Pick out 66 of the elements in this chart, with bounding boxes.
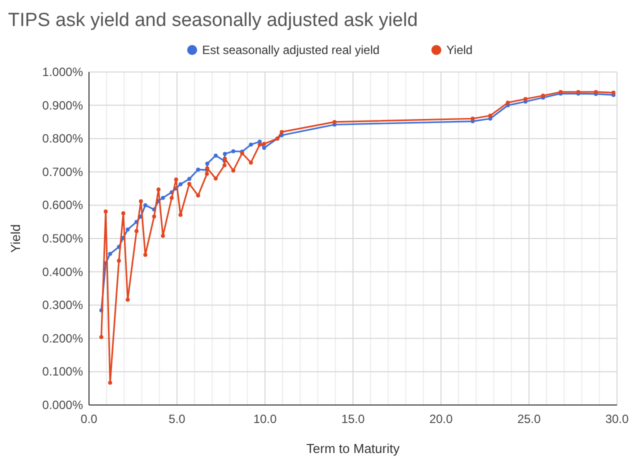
point <box>488 114 492 118</box>
point <box>204 172 209 176</box>
point <box>126 228 130 232</box>
x-tick-label: 30.0 <box>605 412 629 426</box>
point <box>248 160 253 165</box>
point <box>222 152 227 156</box>
y-tick-label: 0.200% <box>42 331 84 346</box>
x-tick-label: 0.0 <box>80 412 98 426</box>
chart-title: TIPS ask yield and seasonally adjusted ask yield <box>8 10 418 31</box>
x-axis-title: Term to Maturity <box>306 441 400 456</box>
point <box>178 182 183 186</box>
y-tick-label: 0.300% <box>42 298 84 312</box>
y-tick-label: 0.400% <box>42 264 84 279</box>
point <box>523 96 528 101</box>
point <box>126 298 130 302</box>
x-tick-label: 10.0 <box>253 412 277 426</box>
point <box>258 142 262 147</box>
point <box>248 142 253 147</box>
point <box>506 100 510 105</box>
y-tick-label: 1.000% <box>42 65 84 79</box>
y-tick-label: 0.000% <box>42 398 84 412</box>
point <box>134 229 139 234</box>
y-tick-label: 0.500% <box>42 232 84 246</box>
point <box>170 196 174 200</box>
point <box>138 199 143 204</box>
legend-label: Est seasonally adjusted real yield <box>202 43 380 57</box>
point <box>160 234 165 238</box>
point <box>174 178 178 182</box>
point <box>143 203 148 208</box>
y-tick-label: 0.100% <box>42 364 84 379</box>
point <box>470 116 475 121</box>
point <box>222 163 227 168</box>
point <box>262 146 266 150</box>
point <box>152 214 156 219</box>
y-tick-label: 0.900% <box>42 98 84 112</box>
x-tick-label: 15.0 <box>341 412 365 426</box>
y-tick-label: 0.700% <box>42 164 84 179</box>
point <box>262 142 266 146</box>
point <box>116 258 121 263</box>
x-tick-label: 5.0 <box>168 412 186 426</box>
point <box>214 154 218 158</box>
point <box>187 176 192 181</box>
y-axis-title: Yield <box>8 224 23 253</box>
point <box>104 210 108 214</box>
point <box>231 149 236 154</box>
point <box>196 194 200 198</box>
point <box>187 182 192 186</box>
x-tick-label: 25.0 <box>517 412 541 426</box>
point <box>196 168 200 172</box>
point <box>121 211 126 216</box>
point <box>108 252 112 256</box>
point <box>99 335 104 340</box>
point <box>280 130 284 134</box>
legend-label: Yield <box>446 43 473 57</box>
point <box>205 162 210 166</box>
point <box>108 380 112 385</box>
point <box>214 176 218 181</box>
point <box>160 196 165 200</box>
point <box>143 252 148 257</box>
y-tick-label: 0.800% <box>42 132 84 146</box>
point <box>231 168 236 173</box>
x-tick-label: 20.0 <box>429 412 453 426</box>
point <box>178 212 183 217</box>
point <box>156 188 161 192</box>
point <box>332 120 337 124</box>
y-tick-label: 0.600% <box>42 198 84 212</box>
